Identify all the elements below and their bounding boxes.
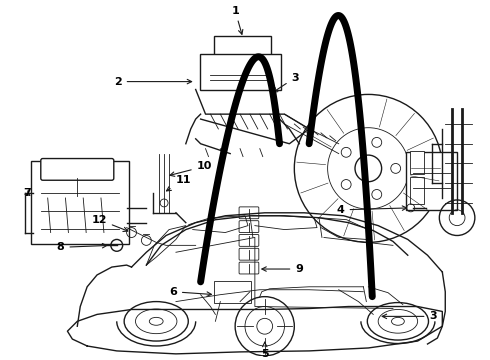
Text: 11: 11 — [167, 175, 191, 191]
Text: 8: 8 — [57, 242, 107, 252]
FancyBboxPatch shape — [239, 234, 259, 246]
FancyBboxPatch shape — [215, 36, 270, 56]
Text: 5: 5 — [261, 342, 269, 359]
Text: 7: 7 — [23, 188, 31, 198]
Text: 6: 6 — [169, 287, 211, 297]
Text: 1: 1 — [231, 5, 243, 34]
Text: 3: 3 — [273, 73, 299, 92]
FancyBboxPatch shape — [410, 177, 423, 204]
Text: 10: 10 — [170, 161, 212, 176]
FancyBboxPatch shape — [410, 150, 423, 174]
Text: 4: 4 — [337, 205, 407, 215]
FancyBboxPatch shape — [239, 207, 259, 219]
FancyBboxPatch shape — [41, 158, 114, 180]
Text: 12: 12 — [92, 215, 128, 231]
FancyBboxPatch shape — [406, 152, 457, 210]
FancyBboxPatch shape — [215, 281, 251, 302]
Text: 2: 2 — [114, 77, 192, 87]
FancyBboxPatch shape — [239, 221, 259, 233]
FancyBboxPatch shape — [239, 262, 259, 274]
Text: 9: 9 — [262, 264, 303, 274]
FancyBboxPatch shape — [199, 54, 280, 90]
FancyBboxPatch shape — [239, 248, 259, 260]
FancyBboxPatch shape — [31, 162, 128, 244]
Text: 3: 3 — [382, 311, 437, 321]
